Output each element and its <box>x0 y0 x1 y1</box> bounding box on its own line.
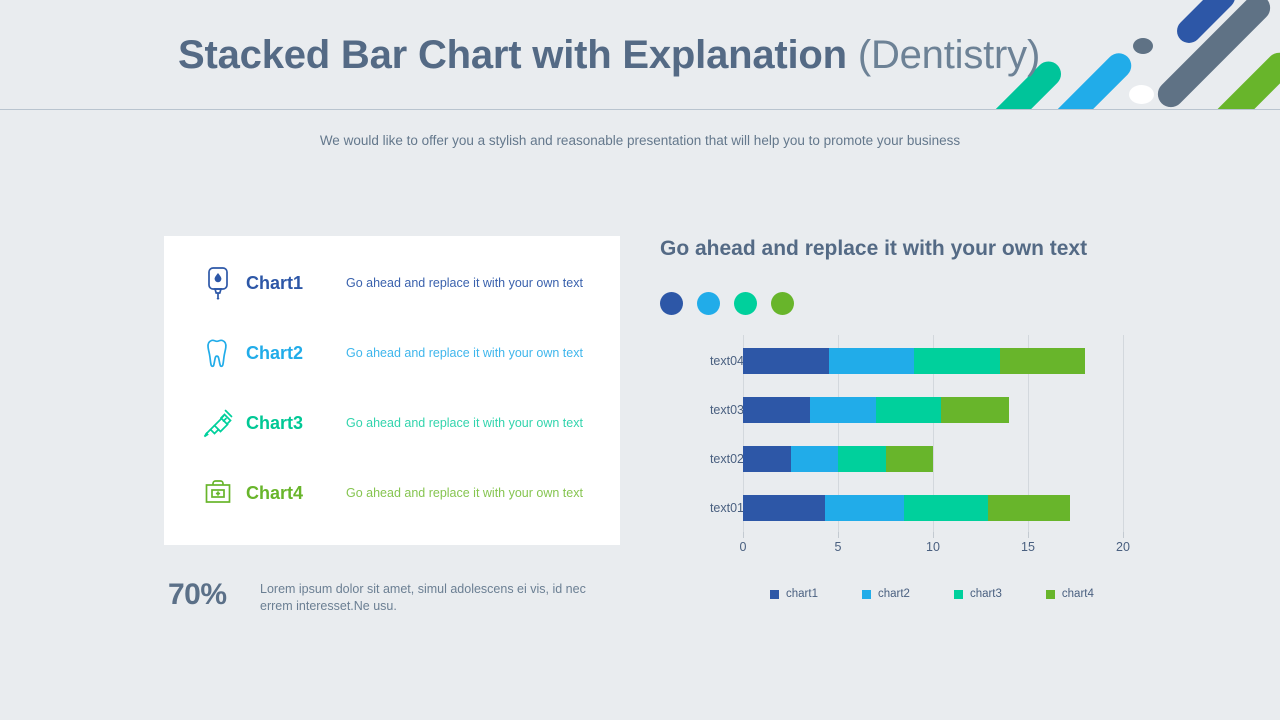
list-item-description: Go ahead and replace it with your own te… <box>346 416 583 430</box>
y-axis-label-text03: text03 <box>709 403 744 417</box>
page-title-main: Stacked Bar Chart with Explanation <box>178 33 858 77</box>
list-item[interactable]: Chart4 Go ahead and replace it with your… <box>164 458 620 528</box>
header-divider <box>0 109 1280 110</box>
list-item-title: Chart1 <box>246 272 304 293</box>
gridline-20 <box>1123 335 1124 532</box>
list-item-title: Chart3 <box>246 412 304 433</box>
explanation-card: Chart1 Go ahead and replace it with your… <box>164 236 620 545</box>
bar-text03[interactable] <box>743 397 1009 423</box>
swatch-chart3[interactable] <box>734 292 757 315</box>
syringe-icon <box>196 406 240 440</box>
legend-marker-chart4 <box>1045 589 1055 599</box>
segment-chart4[interactable] <box>988 495 1070 521</box>
segment-chart3[interactable] <box>904 495 989 521</box>
legend-label-chart2: chart2 <box>877 588 910 600</box>
iv-drip-bag-icon <box>196 266 240 300</box>
x-tick-20 <box>1123 532 1124 538</box>
page-title-sub: (Dentistry) <box>857 33 1041 77</box>
stacked-bar-plot <box>743 335 1124 532</box>
segment-chart1[interactable] <box>743 495 825 521</box>
legend-item-chart3[interactable]: chart3 <box>953 588 1002 600</box>
x-axis-label-5: 5 <box>834 540 842 554</box>
list-item-description: Go ahead and replace it with your own te… <box>346 486 583 500</box>
chart-title: Go ahead and replace it with your own te… <box>660 237 1088 260</box>
x-tick-0 <box>743 532 744 538</box>
segment-chart4[interactable] <box>999 348 1085 374</box>
segment-chart2[interactable] <box>828 348 914 374</box>
decorative-diagonal-stripes <box>977 0 1280 110</box>
swatch-chart1[interactable] <box>660 292 683 315</box>
list-item-title: Chart2 <box>246 342 304 363</box>
segment-chart3[interactable] <box>876 397 941 423</box>
list-item[interactable]: Chart3 Go ahead and replace it with your… <box>164 388 620 458</box>
gridline-5 <box>838 335 839 532</box>
legend-marker-chart2 <box>861 589 871 599</box>
swatch-chart4[interactable] <box>771 292 794 315</box>
segment-chart2[interactable] <box>790 446 838 472</box>
page-subtitle: We would like to offer you a stylish and… <box>319 133 961 148</box>
medical-kit-icon <box>196 477 240 509</box>
segment-chart3[interactable] <box>914 348 1000 374</box>
segment-chart2[interactable] <box>809 397 876 423</box>
legend-label-chart3: chart3 <box>969 588 1002 600</box>
page-header: Stacked Bar Chart with Explanation (Dent… <box>0 0 1280 110</box>
y-axis-label-text01: text01 <box>709 501 744 515</box>
x-tick-5 <box>838 532 839 538</box>
stat-description: Lorem ipsum dolor sit amet, simul adoles… <box>260 582 586 613</box>
legend-item-chart2[interactable]: chart2 <box>861 588 910 600</box>
list-item-title: Chart4 <box>246 482 304 503</box>
x-axis-label-10: 10 <box>926 540 940 554</box>
legend-marker-chart1 <box>770 589 779 599</box>
chart-legend: chart1 chart2 chart3 chart4 <box>770 588 1094 600</box>
x-axis-label-15: 15 <box>1021 540 1035 554</box>
page-title: Stacked Bar Chart with Explanation (Dent… <box>178 24 1040 86</box>
segment-chart1[interactable] <box>743 397 810 423</box>
list-item[interactable]: Chart1 Go ahead and replace it with your… <box>164 248 620 318</box>
deco-dot-slate <box>1133 38 1153 54</box>
stat-percent: 70% <box>168 578 227 611</box>
bar-text04[interactable] <box>743 348 1085 374</box>
tooth-icon <box>196 336 240 370</box>
segment-chart2[interactable] <box>824 495 905 521</box>
legend-item-chart1[interactable]: chart1 <box>770 588 818 600</box>
gridline-15 <box>1028 335 1029 532</box>
segment-chart1[interactable] <box>743 446 791 472</box>
legend-item-chart4[interactable]: chart4 <box>1045 588 1094 600</box>
y-axis-label-text04: text04 <box>709 354 744 368</box>
chart-color-swatches <box>660 292 794 315</box>
y-axis-label-text02: text02 <box>709 452 744 466</box>
segment-chart3[interactable] <box>838 446 886 472</box>
list-item-description: Go ahead and replace it with your own te… <box>346 276 583 290</box>
x-axis-label-20: 20 <box>1116 540 1130 554</box>
segment-chart4[interactable] <box>885 446 933 472</box>
x-axis-label-0: 0 <box>739 540 747 554</box>
swatch-chart2[interactable] <box>697 292 720 315</box>
list-item[interactable]: Chart2 Go ahead and replace it with your… <box>164 318 620 388</box>
gridline-10 <box>933 335 934 532</box>
segment-chart1[interactable] <box>743 348 829 374</box>
list-item-description: Go ahead and replace it with your own te… <box>346 346 583 360</box>
bar-text01[interactable] <box>743 495 1070 521</box>
deco-dot-white <box>1129 85 1154 104</box>
gridline-0 <box>743 335 744 532</box>
segment-chart4[interactable] <box>940 397 1009 423</box>
bar-text02[interactable] <box>743 446 933 472</box>
legend-marker-chart3 <box>953 589 963 599</box>
x-tick-10 <box>933 532 934 538</box>
legend-label-chart1: chart1 <box>786 588 818 600</box>
stat-block: 70% Lorem ipsum dolor sit amet, simul ad… <box>168 578 638 615</box>
legend-label-chart4: chart4 <box>1061 588 1094 600</box>
x-tick-15 <box>1028 532 1029 538</box>
